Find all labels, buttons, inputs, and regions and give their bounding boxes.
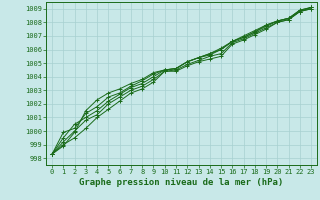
X-axis label: Graphe pression niveau de la mer (hPa): Graphe pression niveau de la mer (hPa)	[79, 178, 284, 187]
